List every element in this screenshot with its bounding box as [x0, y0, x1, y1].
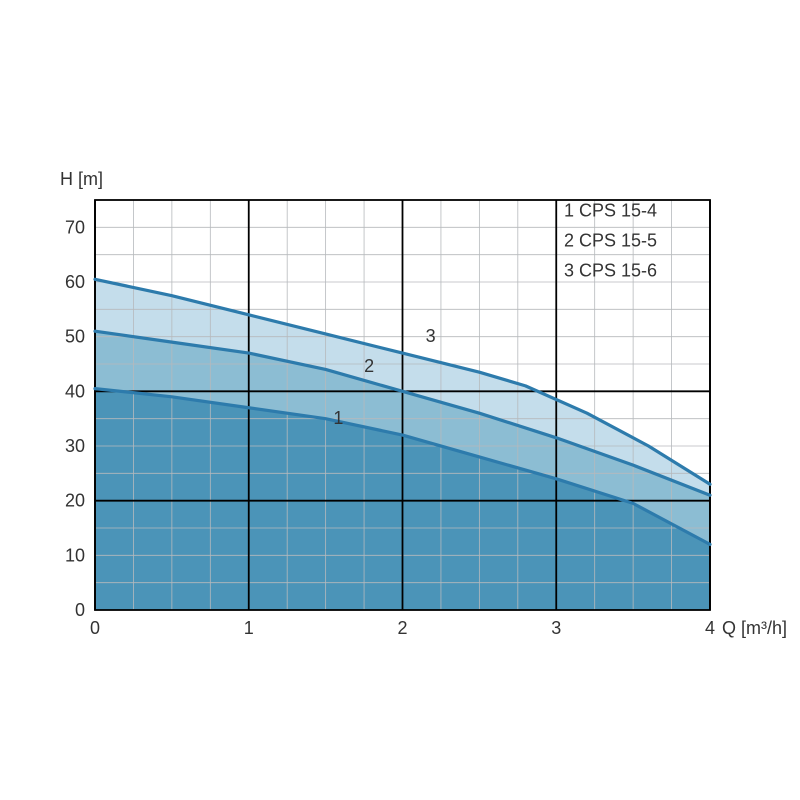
y-tick-label: 50	[65, 327, 85, 347]
y-tick-label: 20	[65, 491, 85, 511]
y-tick-label: 40	[65, 381, 85, 401]
curve-label-1: 1	[333, 408, 343, 428]
y-tick-label: 60	[65, 272, 85, 292]
x-tick-label: 4	[705, 618, 715, 638]
y-tick-label: 10	[65, 545, 85, 565]
legend-item: 3 CPS 15-6	[564, 261, 657, 281]
y-tick-label: 0	[75, 600, 85, 620]
x-axis-label: Q [m³/h]	[722, 618, 787, 638]
curve-label-2: 2	[364, 356, 374, 376]
x-tick-label: 1	[244, 618, 254, 638]
y-tick-label: 70	[65, 217, 85, 237]
y-tick-label: 30	[65, 436, 85, 456]
x-tick-label: 3	[551, 618, 561, 638]
x-tick-label: 0	[90, 618, 100, 638]
pump-curve-chart: 12301234010203040506070H [m]Q [m³/h]1 CP…	[0, 0, 800, 800]
legend-item: 2 CPS 15-5	[564, 230, 657, 250]
legend-item: 1 CPS 15-4	[564, 200, 657, 220]
x-tick-label: 2	[397, 618, 407, 638]
y-axis-label: H [m]	[60, 169, 103, 189]
curve-label-3: 3	[426, 326, 436, 346]
